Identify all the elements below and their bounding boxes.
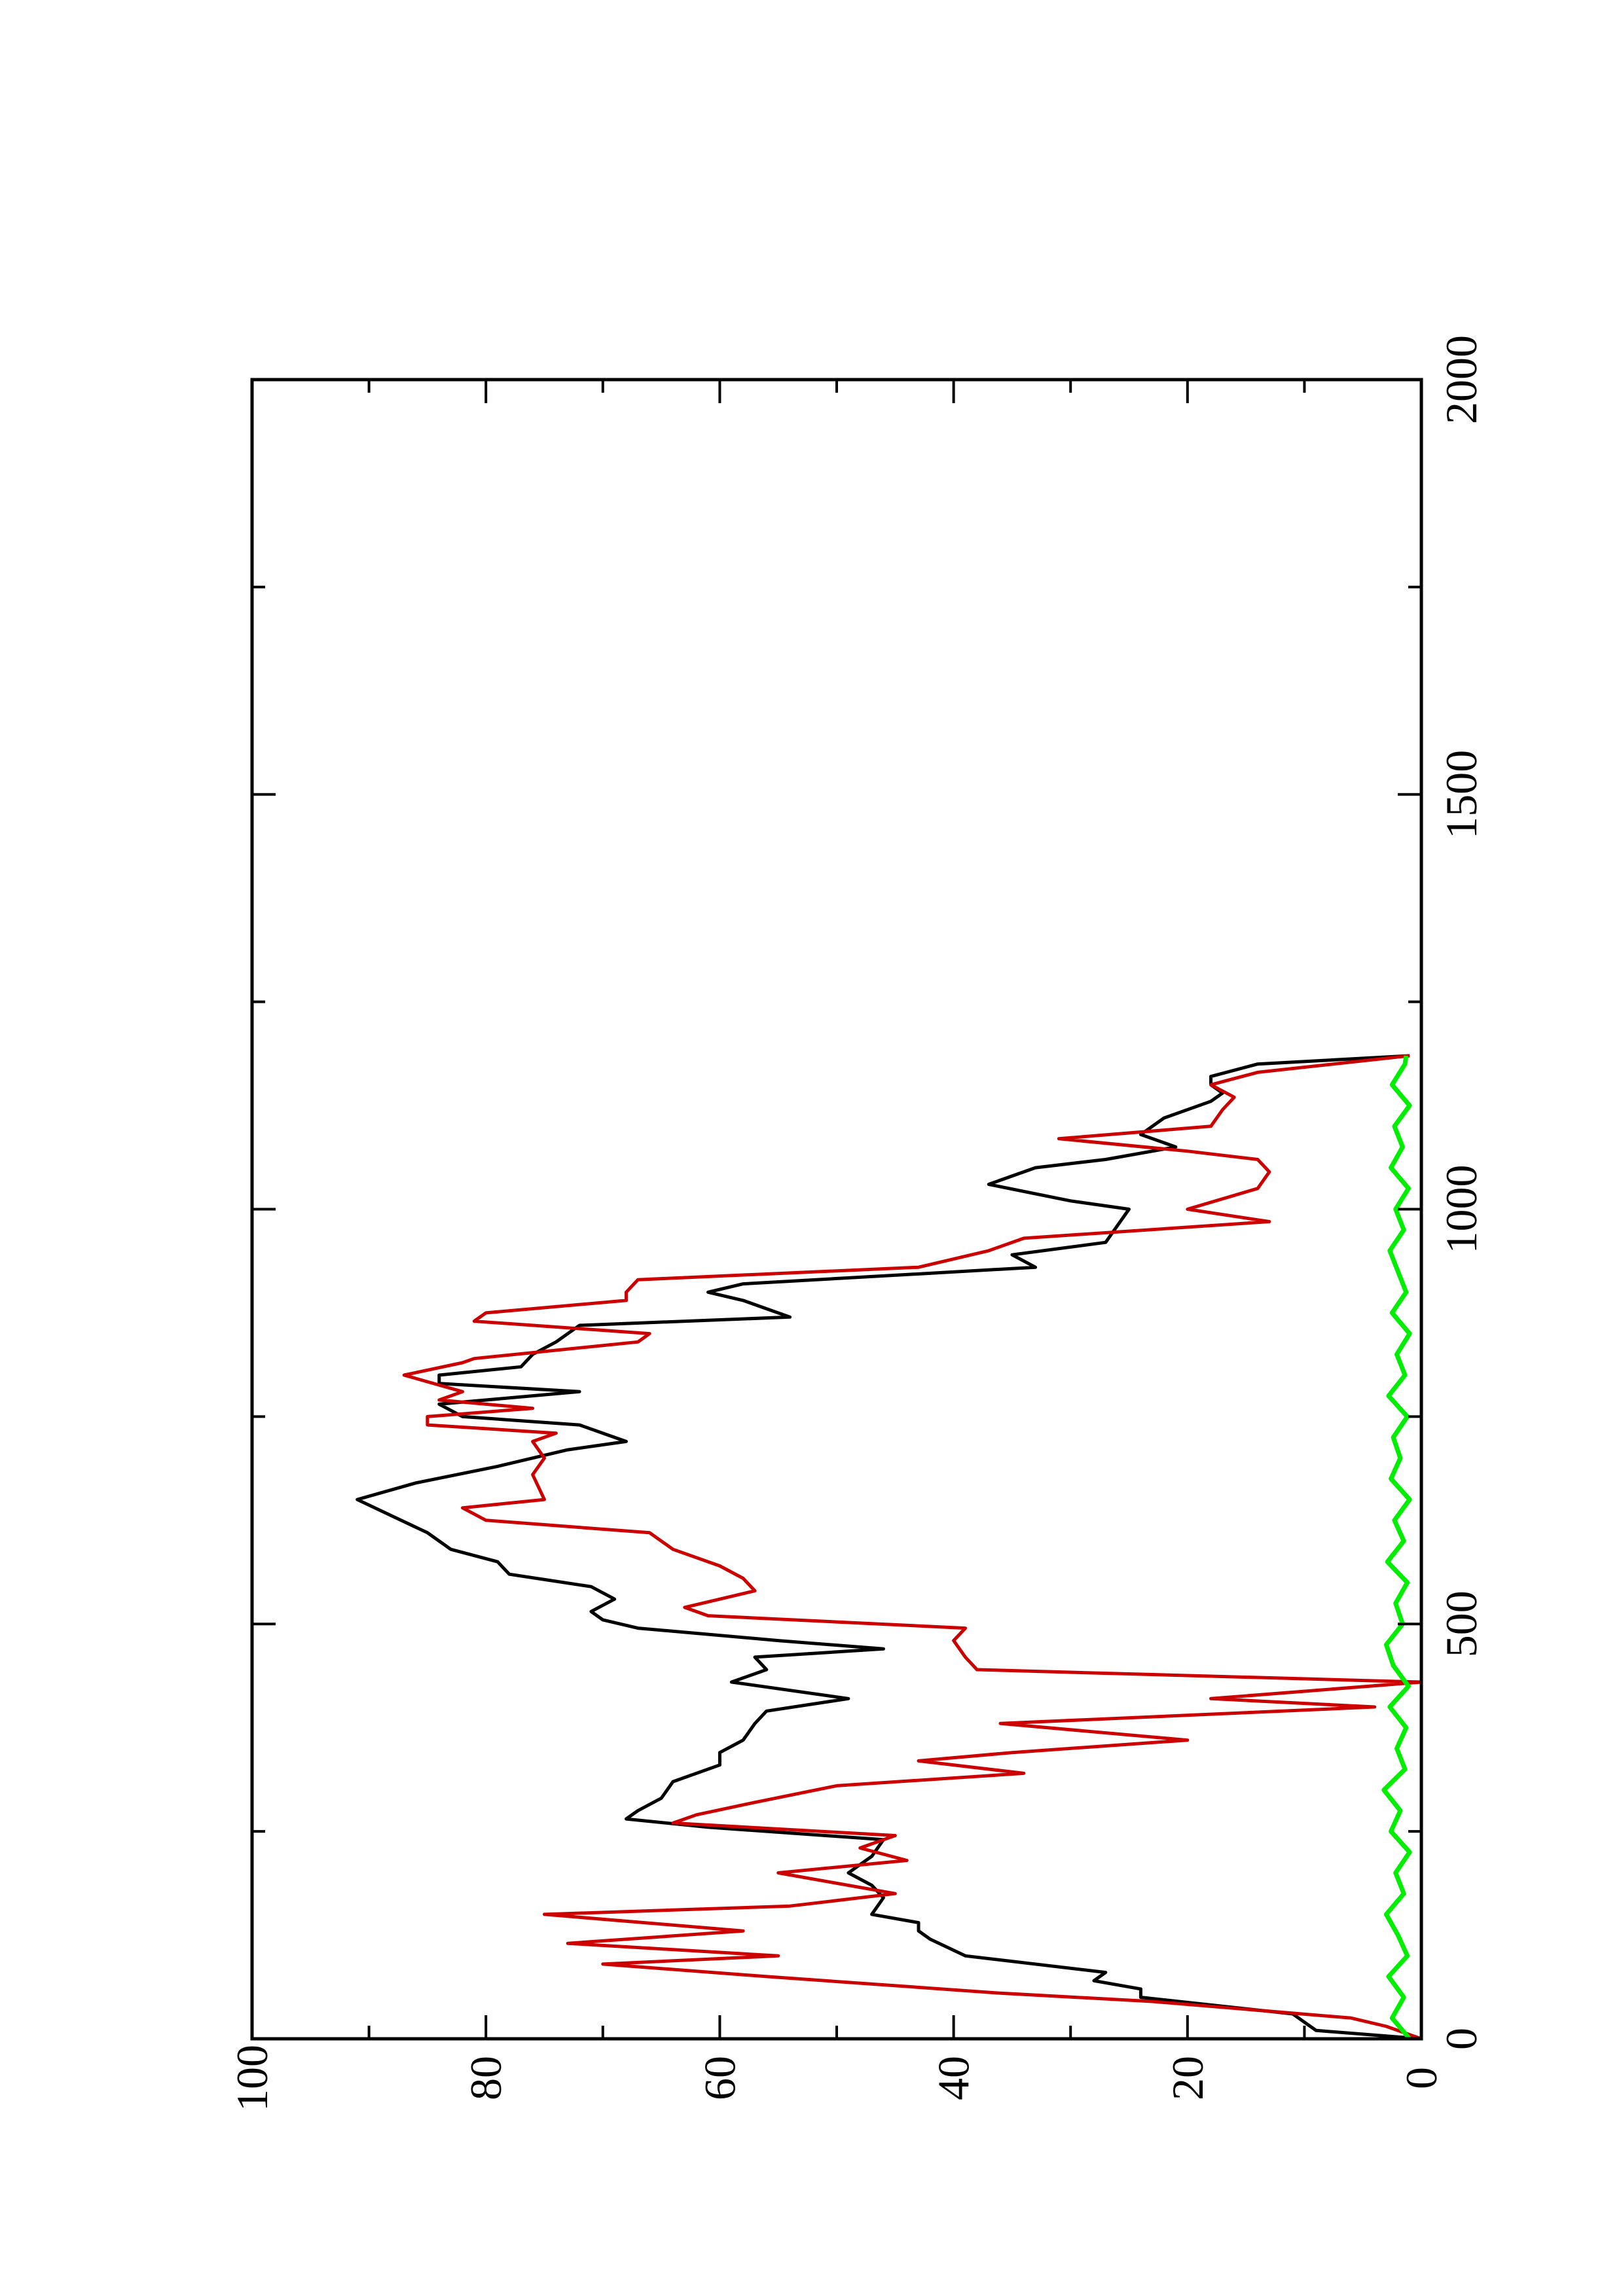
y-tick-label: 100 <box>227 2045 277 2111</box>
y-tick-label: 20 <box>1163 2056 1213 2100</box>
y-tick-label: 40 <box>929 2056 979 2100</box>
plot-frame <box>250 378 1423 2041</box>
label-layer: 0 500 1000 1500 2000 0 20 40 60 80 100 <box>227 335 1486 2111</box>
series-line-2 <box>402 1054 1423 2041</box>
series-layer <box>356 1054 1423 2041</box>
y-tick-label: 80 <box>461 2056 511 2100</box>
series-line-3 <box>1381 1055 1412 2041</box>
y-tick-label: 60 <box>695 2056 744 2100</box>
y-tick-label: 0 <box>1396 2067 1446 2089</box>
series-line-1 <box>356 1054 1422 2041</box>
x-tick-label: 0 <box>1436 2028 1486 2050</box>
x-tick-label: 500 <box>1436 1590 1486 1657</box>
x-tick-label: 1500 <box>1436 750 1486 839</box>
x-tick-label: 1000 <box>1436 1165 1486 1254</box>
x-tick-label: 2000 <box>1436 335 1486 424</box>
